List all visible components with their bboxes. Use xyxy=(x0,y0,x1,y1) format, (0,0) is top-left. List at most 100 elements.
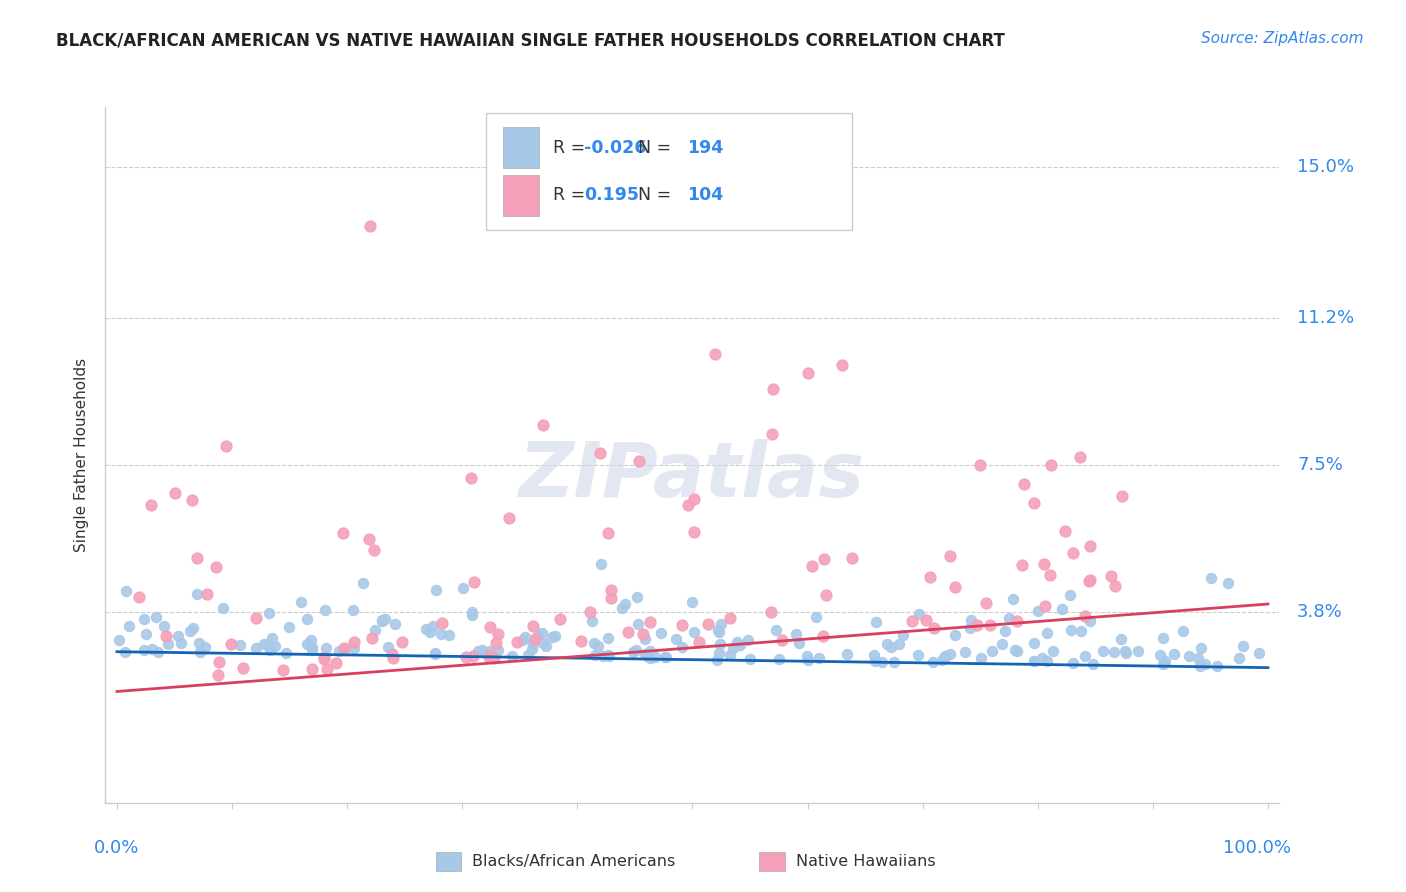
Point xyxy=(1177,648,1199,663)
Point xyxy=(862,648,884,663)
Point xyxy=(801,558,824,573)
Point xyxy=(998,611,1021,625)
Point xyxy=(981,644,1004,658)
Point xyxy=(872,655,894,669)
Point xyxy=(188,644,211,658)
Point xyxy=(1026,604,1049,618)
Point xyxy=(333,640,356,655)
Point xyxy=(312,652,335,666)
Point xyxy=(636,649,658,664)
Point xyxy=(841,550,863,565)
Point xyxy=(363,542,385,557)
Point xyxy=(1022,654,1045,668)
Point xyxy=(863,654,886,668)
Point xyxy=(1173,624,1195,638)
Point xyxy=(600,591,623,606)
Point xyxy=(541,630,564,644)
Point xyxy=(485,636,508,650)
Point xyxy=(959,613,981,627)
Point xyxy=(1074,648,1097,663)
Point xyxy=(181,492,204,507)
Point xyxy=(880,640,903,654)
Point xyxy=(186,587,208,601)
Point xyxy=(598,648,620,662)
Point xyxy=(463,574,485,589)
Point xyxy=(761,606,783,620)
Text: 104: 104 xyxy=(686,186,723,204)
Point xyxy=(271,664,294,678)
Point xyxy=(479,620,502,634)
Point xyxy=(728,638,751,652)
Point xyxy=(207,668,229,682)
Point xyxy=(1152,631,1174,645)
Point xyxy=(425,582,447,597)
Text: 0.0%: 0.0% xyxy=(94,839,139,857)
Point xyxy=(1149,648,1171,663)
Point xyxy=(501,648,523,663)
Point xyxy=(683,524,706,539)
Point xyxy=(596,631,619,645)
Point xyxy=(634,632,657,647)
Point xyxy=(1011,558,1033,572)
Text: R =: R = xyxy=(553,138,591,157)
Point xyxy=(1007,644,1029,658)
Point xyxy=(512,633,534,648)
Point xyxy=(1078,574,1101,589)
Point xyxy=(1115,646,1137,660)
Point xyxy=(633,627,655,641)
Point xyxy=(486,643,509,657)
Point xyxy=(531,418,554,433)
Point xyxy=(534,639,557,653)
Point xyxy=(939,549,962,563)
Point xyxy=(621,645,644,659)
Point xyxy=(1007,614,1029,628)
Point xyxy=(179,624,201,639)
Point xyxy=(924,621,946,635)
Point xyxy=(1163,647,1185,661)
Point xyxy=(204,559,226,574)
Point xyxy=(195,587,218,601)
Point xyxy=(167,629,190,643)
Point xyxy=(654,650,676,665)
Point xyxy=(1073,609,1095,624)
Point xyxy=(422,619,444,633)
Text: Blacks/African Americans: Blacks/African Americans xyxy=(472,855,676,869)
Point xyxy=(364,623,387,637)
Point xyxy=(325,656,347,670)
Point xyxy=(887,637,910,651)
Point xyxy=(797,653,820,667)
Point xyxy=(482,651,505,665)
Point xyxy=(900,614,922,628)
Point xyxy=(343,641,366,656)
Point xyxy=(232,661,254,675)
Point xyxy=(157,637,180,651)
Point xyxy=(118,618,141,632)
Point xyxy=(915,613,938,627)
Point xyxy=(931,652,953,666)
Point xyxy=(115,584,138,599)
Point xyxy=(709,637,731,651)
Point xyxy=(419,625,441,640)
Y-axis label: Single Father Households: Single Father Households xyxy=(75,358,90,552)
Point xyxy=(391,634,413,648)
Point xyxy=(1062,656,1084,670)
Point xyxy=(589,558,612,572)
Point xyxy=(229,638,252,652)
Point xyxy=(831,359,853,373)
Point xyxy=(908,607,931,621)
Point xyxy=(1152,657,1174,671)
Point xyxy=(522,637,544,651)
Point xyxy=(796,649,818,664)
Point xyxy=(600,582,623,597)
Point xyxy=(1042,643,1064,657)
Point xyxy=(1092,644,1115,658)
Point xyxy=(295,612,318,626)
Point xyxy=(352,576,374,591)
Point xyxy=(934,648,956,663)
Point xyxy=(681,594,703,608)
Point xyxy=(706,653,728,667)
Point xyxy=(245,611,267,625)
Point xyxy=(638,615,661,630)
Point xyxy=(943,580,966,594)
Point xyxy=(328,644,350,658)
